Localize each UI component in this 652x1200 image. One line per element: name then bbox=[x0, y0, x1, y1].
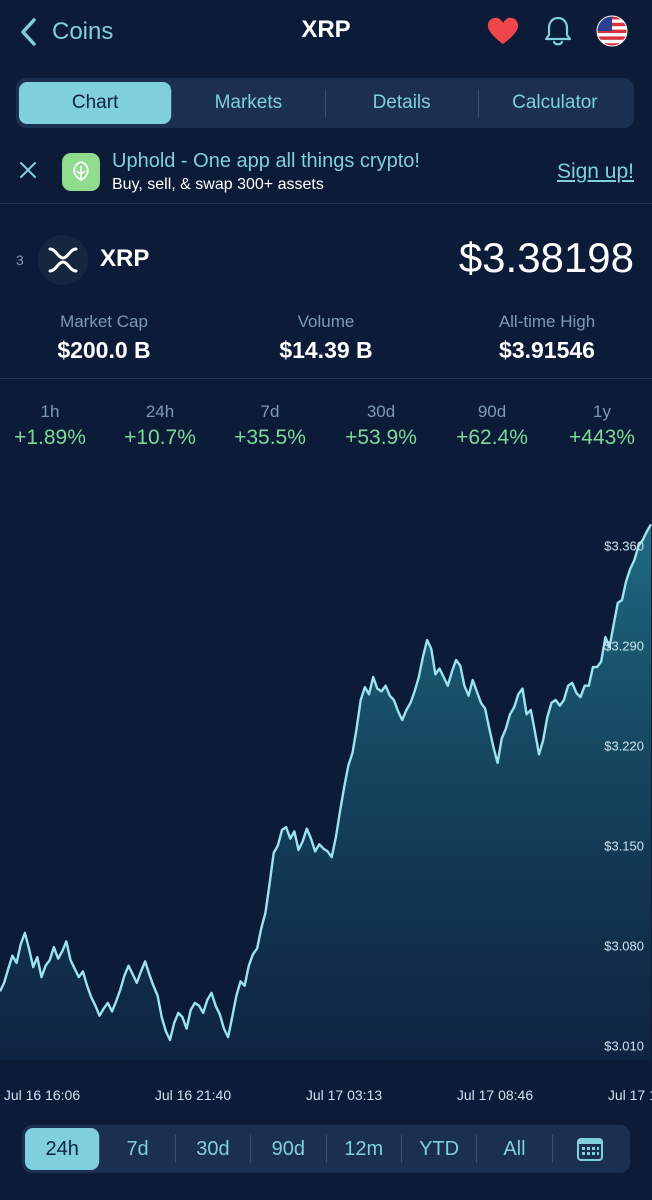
coin-price: $3.38198 bbox=[458, 234, 634, 281]
stat-all-time-high: All-time High $3.91546 bbox=[457, 312, 637, 364]
range-7d[interactable]: 7d bbox=[126, 1137, 149, 1160]
range-divider bbox=[551, 1135, 553, 1163]
tab-markets[interactable]: Markets bbox=[214, 92, 283, 113]
range-divider bbox=[476, 1135, 478, 1163]
segment-tabs: Chart Markets Details Calculator bbox=[16, 78, 634, 128]
y-tick-label: $3.360 bbox=[604, 539, 644, 554]
chart-price-line bbox=[0, 523, 652, 1042]
tab-chart[interactable]: Chart bbox=[19, 82, 172, 124]
tab-divider bbox=[324, 89, 326, 117]
change-1y: 1y +443% bbox=[552, 402, 652, 450]
price-changes-row: 1h +1.89% 24h +10.7% 7d +35.5% 30d +53.9… bbox=[0, 402, 652, 452]
x-tick-label: Jul 17 08:46 bbox=[457, 1087, 533, 1103]
x-tick-label: Jul 17 03:13 bbox=[306, 1087, 382, 1103]
banner-title: Uphold - One app all things crypto! bbox=[112, 150, 420, 172]
change-label: 30d bbox=[366, 402, 396, 421]
range-divider bbox=[325, 1135, 327, 1163]
coin-rank: 3 bbox=[16, 252, 24, 268]
change-value: +62.4% bbox=[456, 426, 528, 449]
y-tick-label: $3.220 bbox=[604, 739, 644, 754]
range-divider bbox=[174, 1135, 176, 1163]
change-value: +443% bbox=[569, 426, 635, 449]
change-7d: 7d +35.5% bbox=[220, 402, 320, 450]
coin-name: XRP bbox=[100, 245, 150, 272]
change-label: 90d bbox=[477, 402, 507, 421]
page-title: XRP bbox=[301, 16, 351, 43]
stat-volume: Volume $14.39 B bbox=[236, 312, 416, 364]
stat-value: $14.39 B bbox=[279, 337, 373, 363]
xrp-logo-icon bbox=[38, 235, 88, 285]
stat-value: $3.91546 bbox=[499, 337, 595, 363]
change-label: 1y bbox=[593, 402, 611, 421]
banner-subtitle: Buy, sell, & swap 300+ assets bbox=[112, 176, 324, 193]
y-tick-label: $3.080 bbox=[604, 939, 644, 954]
stats-row: Market Cap $200.0 B Volume $14.39 B All-… bbox=[0, 312, 652, 378]
change-label: 24h bbox=[145, 402, 175, 421]
back-label: Coins bbox=[52, 18, 114, 45]
range-90d[interactable]: 90d bbox=[271, 1137, 305, 1160]
us-flag-icon[interactable] bbox=[596, 15, 628, 47]
stat-label: Volume bbox=[297, 312, 355, 331]
stat-label: All-time High bbox=[498, 312, 596, 331]
y-tick-label: $3.290 bbox=[604, 639, 644, 654]
change-label: 7d bbox=[260, 402, 280, 421]
stat-label: Market Cap bbox=[60, 312, 148, 331]
range-divider bbox=[250, 1135, 252, 1163]
range-divider bbox=[400, 1135, 402, 1163]
close-icon[interactable] bbox=[16, 158, 40, 182]
calendar-button[interactable] bbox=[553, 1128, 627, 1170]
change-value: +10.7% bbox=[124, 426, 196, 449]
change-label: 1h bbox=[40, 402, 60, 421]
back-button[interactable]: Coins bbox=[16, 14, 113, 50]
change-1h: 1h +1.89% bbox=[0, 402, 100, 450]
y-tick-label: $3.010 bbox=[604, 1039, 644, 1054]
change-90d: 90d +62.4% bbox=[442, 402, 542, 450]
x-tick-label: Jul 17 14:20 bbox=[608, 1087, 652, 1103]
range-12m[interactable]: 12m bbox=[344, 1137, 384, 1160]
stat-market-cap: Market Cap $200.0 B bbox=[14, 312, 194, 364]
ad-banner: Uphold - One app all things crypto! Buy,… bbox=[0, 138, 652, 204]
bell-icon[interactable] bbox=[542, 14, 574, 48]
range-all[interactable]: All bbox=[503, 1137, 526, 1160]
tab-divider bbox=[477, 89, 479, 117]
tab-divider bbox=[171, 89, 173, 117]
chevron-left-icon bbox=[21, 18, 36, 46]
heart-icon[interactable] bbox=[486, 15, 520, 47]
y-tick-label: $3.150 bbox=[604, 839, 644, 854]
calendar-icon bbox=[576, 1138, 603, 1161]
signup-link[interactable]: Sign up! bbox=[556, 160, 634, 183]
uphold-logo-icon bbox=[62, 153, 100, 191]
change-30d: 30d +53.9% bbox=[331, 402, 431, 450]
range-ytd[interactable]: YTD bbox=[419, 1137, 460, 1160]
range-selector: 24h 7d 30d 90d 12m YTD All bbox=[22, 1125, 630, 1173]
x-tick-label: Jul 16 16:06 bbox=[4, 1087, 80, 1103]
range-divider bbox=[99, 1135, 101, 1163]
change-value: +53.9% bbox=[345, 426, 417, 449]
price-chart[interactable]: $3.360 $3.290 $3.220 $3.150 $3.080 $3.010 Jul … bbox=[0, 470, 652, 1110]
divider bbox=[0, 378, 652, 379]
stat-value: $200.0 B bbox=[57, 337, 151, 363]
range-30d[interactable]: 30d bbox=[196, 1137, 230, 1160]
x-tick-label: Jul 16 21:40 bbox=[155, 1087, 231, 1103]
tab-details[interactable]: Details bbox=[372, 92, 431, 113]
change-24h: 24h +10.7% bbox=[110, 402, 210, 450]
range-24h[interactable]: 24h bbox=[25, 1128, 100, 1170]
change-value: +35.5% bbox=[234, 426, 306, 449]
chart-area-fill bbox=[0, 524, 651, 1060]
nav-bar: Coins XRP bbox=[0, 0, 652, 64]
tab-calculator[interactable]: Calculator bbox=[512, 92, 598, 113]
change-value: +1.89% bbox=[14, 426, 86, 449]
